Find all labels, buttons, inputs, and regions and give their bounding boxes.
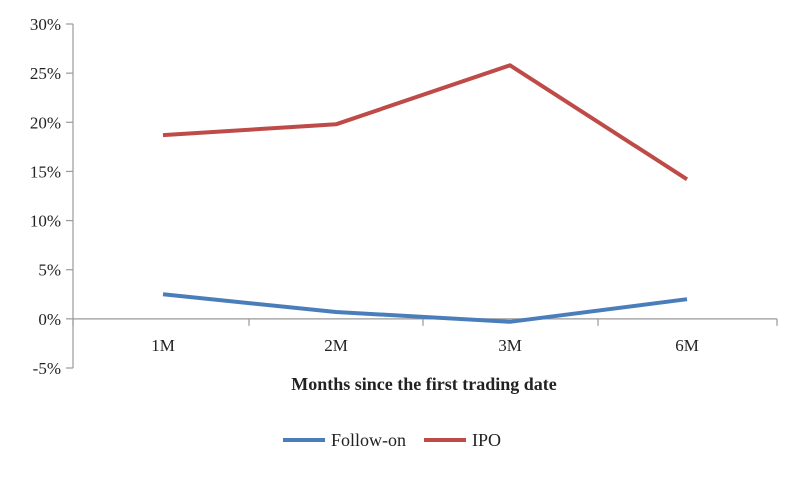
y-tick-label: 10% <box>30 212 61 231</box>
legend: Follow-on IPO <box>283 430 501 450</box>
y-axis: -5% 0% 5% 10% 15% 20% 25% 30% <box>30 15 74 378</box>
y-tick-label: -5% <box>33 359 61 378</box>
x-tick-label: 2M <box>324 336 348 355</box>
legend-label: IPO <box>472 430 501 450</box>
y-tick-label: 15% <box>30 162 61 181</box>
y-tick-label: 0% <box>38 310 61 329</box>
y-tick-label: 30% <box>30 15 61 34</box>
x-tick-label: 6M <box>675 336 699 355</box>
y-tick-label: 20% <box>30 113 61 132</box>
series-line-ipo <box>162 63 689 181</box>
x-axis-label: Months since the first trading date <box>291 374 556 394</box>
x-axis: 1M 2M 3M 6M <box>72 318 778 355</box>
x-tick-label: 1M <box>151 336 175 355</box>
series-layer <box>162 63 689 324</box>
legend-label: Follow-on <box>331 430 406 450</box>
x-tick-label: 3M <box>498 336 522 355</box>
series-line-follow-on <box>162 292 688 324</box>
y-tick-label: 5% <box>38 261 61 280</box>
y-tick-label: 25% <box>30 64 61 83</box>
